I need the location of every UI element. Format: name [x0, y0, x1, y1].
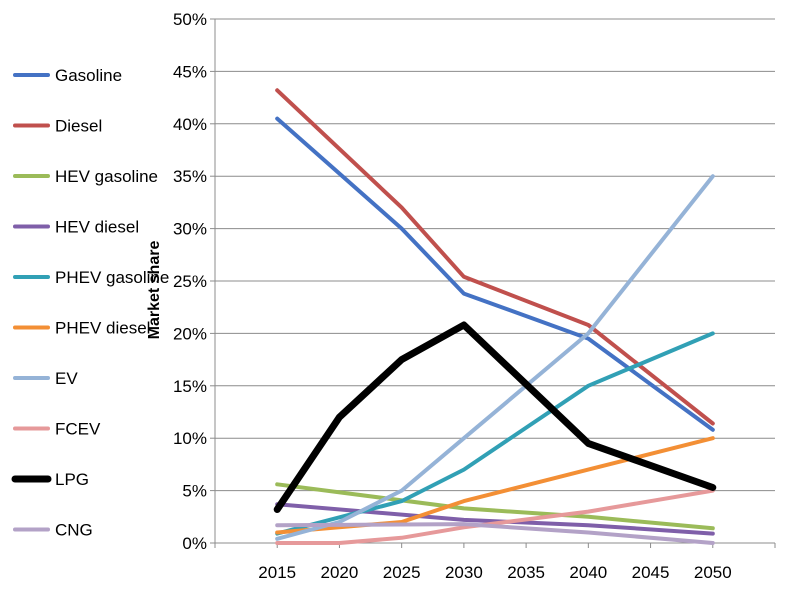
series-lines — [273, 88, 717, 545]
y-tick-label: 0% — [182, 534, 207, 553]
y-tick-label: 15% — [173, 377, 207, 396]
x-tick-label: 2035 — [507, 563, 545, 582]
series-line-hev-gasoline — [275, 482, 715, 531]
y-tick-label: 35% — [173, 167, 207, 186]
y-axis-ticks: 0% 5% 10% 15% 20% 25% 30% 35% 40% 45% 50% — [173, 10, 207, 553]
series-line-fcev — [275, 488, 715, 545]
series-line-cng — [275, 522, 715, 545]
y-tick-label: 20% — [173, 324, 207, 343]
y-tick-label: 5% — [182, 482, 207, 501]
legend-label: Gasoline — [55, 66, 122, 85]
x-axis-ticks: 2015 2020 2025 2030 2035 2040 2045 2050 — [258, 563, 731, 582]
x-tick-label: 2030 — [445, 563, 483, 582]
y-tick-label: 25% — [173, 272, 207, 291]
x-tick-label: 2015 — [258, 563, 296, 582]
gridlines — [210, 18, 775, 544]
series-line-hev-diesel — [275, 502, 715, 536]
legend-label: PHEV gasoline — [55, 268, 169, 287]
legend-label: HEV gasoline — [55, 167, 158, 186]
y-tick-label: 30% — [173, 220, 207, 239]
legend-label: FCEV — [55, 420, 101, 439]
y-axis-label: Market share — [146, 241, 163, 340]
axes — [214, 19, 776, 548]
legend-label: LPG — [55, 470, 89, 489]
legend-label: PHEV diesel — [55, 319, 150, 338]
y-tick-label: 40% — [173, 115, 207, 134]
x-tick-label: 2050 — [694, 563, 732, 582]
legend-label: EV — [55, 369, 78, 388]
legend: Gasoline Diesel HEV gasoline HEV diesel PHEV… — [11, 66, 169, 540]
y-tick-label: 10% — [173, 429, 207, 448]
y-tick-label: 50% — [173, 10, 207, 29]
x-tick-label: 2040 — [569, 563, 607, 582]
x-tick-label: 2020 — [321, 563, 359, 582]
series-line-lpg — [273, 321, 717, 513]
legend-label: HEV diesel — [55, 218, 139, 237]
series-line-diesel — [275, 88, 715, 426]
legend-label: CNG — [55, 521, 93, 540]
y-tick-label: 45% — [173, 62, 207, 81]
x-tick-label: 2045 — [632, 563, 670, 582]
series-line-gasoline — [275, 116, 715, 432]
x-tick-label: 2025 — [383, 563, 421, 582]
legend-label: Diesel — [55, 117, 102, 136]
